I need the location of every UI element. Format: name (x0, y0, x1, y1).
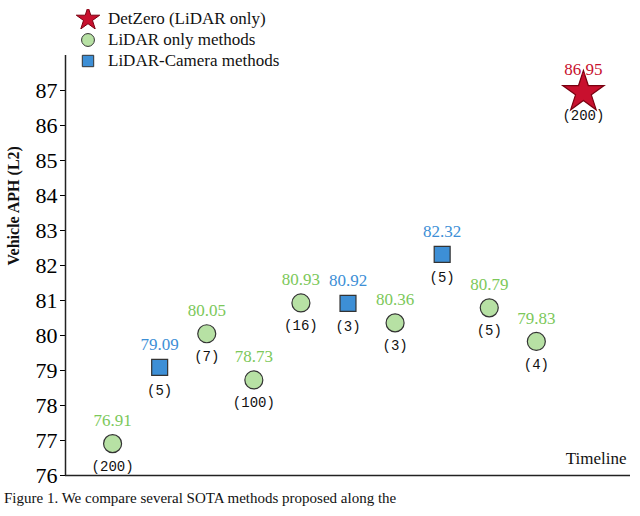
svg-text:81: 81 (36, 288, 58, 313)
svg-text:83: 83 (36, 218, 58, 243)
svg-text:(200): (200) (562, 108, 604, 124)
svg-text:79.09: 79.09 (141, 335, 179, 354)
svg-text:80.93: 80.93 (282, 270, 320, 289)
svg-text:(5): (5) (430, 270, 455, 286)
svg-text:87: 87 (36, 78, 58, 103)
svg-text:(4): (4) (524, 357, 549, 373)
svg-text:80.92: 80.92 (329, 271, 367, 290)
svg-text:(200): (200) (92, 459, 134, 475)
svg-text:80.79: 80.79 (470, 275, 508, 294)
svg-text:(16): (16) (284, 318, 318, 334)
svg-text:(100): (100) (233, 395, 275, 411)
svg-text:76: 76 (36, 463, 58, 488)
svg-text:Vehicle APH (L2): Vehicle APH (L2) (5, 146, 23, 265)
html-text:LiDAR-Camera methods: LiDAR-Camera methods (108, 50, 280, 70)
svg-text:76.91: 76.91 (93, 411, 131, 430)
html-text:DetZero (LiDAR only): DetZero (LiDAR only) (108, 8, 266, 28)
svg-text:79: 79 (36, 358, 58, 383)
svg-text:82.32: 82.32 (423, 222, 461, 241)
svg-text:Timeline: Timeline (566, 449, 627, 468)
svg-text:(5): (5) (477, 323, 502, 339)
svg-text:78.73: 78.73 (235, 347, 273, 366)
svg-text:82: 82 (36, 253, 58, 278)
svg-text:(3): (3) (382, 338, 407, 354)
html-text:LiDAR only methods: LiDAR only methods (108, 29, 256, 49)
svg-text:85: 85 (36, 148, 58, 173)
svg-text:84: 84 (36, 183, 58, 208)
svg-text:80: 80 (36, 323, 58, 348)
svg-text:(3): (3) (335, 319, 360, 335)
svg-text:86.95: 86.95 (564, 60, 602, 79)
svg-text:86: 86 (36, 113, 58, 138)
svg-text:80.05: 80.05 (188, 301, 226, 320)
svg-text:79.83: 79.83 (517, 309, 555, 328)
svg-text:80.36: 80.36 (376, 290, 414, 309)
html-text:Figure 1. We compare several S: Figure 1. We compare several SOTA method… (4, 490, 397, 506)
svg-text:(7): (7) (194, 349, 219, 365)
svg-text:77: 77 (36, 428, 58, 453)
svg-text:78: 78 (36, 393, 58, 418)
svg-text:(5): (5) (147, 383, 172, 399)
